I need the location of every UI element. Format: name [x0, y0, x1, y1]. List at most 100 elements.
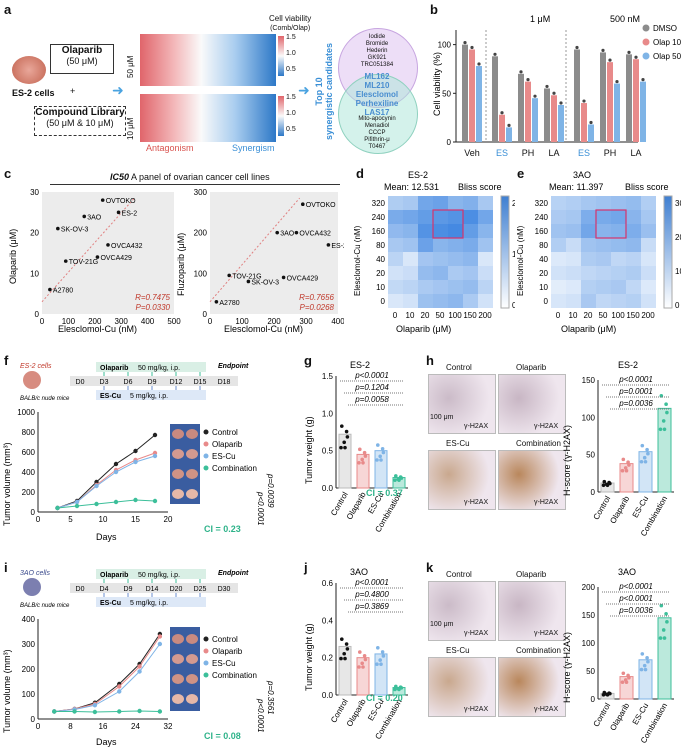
histology-image [498, 450, 566, 510]
pval-label: p<0.0001 [354, 371, 389, 380]
y-tick-label: 0 [544, 297, 549, 306]
data-point [552, 91, 556, 95]
h-ylabel: H-score (γ-H2AX) [562, 425, 572, 496]
x-tick-label: 0 [36, 515, 41, 524]
timeline-day: D9 [148, 379, 157, 386]
3ao-tumor-volume: 3AO cells BALB/c nude mice Olaparib 50 m… [2, 569, 275, 747]
f-escu: ES-Cu [100, 393, 121, 400]
x-tick-label: 100 [448, 311, 462, 320]
data-point [378, 454, 382, 459]
timeline-day: D12 [170, 379, 183, 386]
panel-label-d: d [356, 166, 364, 181]
plot-area [42, 192, 174, 314]
data-point [342, 651, 346, 656]
heat-cell [641, 238, 656, 252]
y-tick-label: 20 [376, 269, 385, 278]
heat-cell [596, 294, 611, 308]
pval-label: p<0.0001 [618, 582, 653, 591]
data-point [646, 451, 650, 456]
heat-cell [448, 210, 463, 224]
bar [626, 54, 632, 142]
x-tick-label: 150 [463, 311, 477, 320]
heat-cell [418, 280, 433, 294]
series-point [157, 709, 163, 714]
data-point [342, 440, 346, 445]
y-tick-label: 1000 [17, 408, 35, 417]
data-point [623, 466, 628, 470]
highlight-box [595, 209, 627, 239]
x-tick-label: 300 [115, 317, 129, 326]
data-point [470, 45, 474, 50]
x-tick-label: 500 [167, 317, 181, 326]
panel-label-c: c [4, 166, 12, 181]
y-tick-label: 320 [535, 199, 549, 208]
stain-label: γ-H2AX [534, 706, 559, 713]
olaparib-box: Olaparib (50 μM) [50, 44, 114, 74]
legend-label: Olaparib [212, 647, 243, 656]
c-title: IC50 A panel of ovarian cancer cell line… [110, 172, 270, 182]
legend-label: ES-Cu [212, 659, 236, 668]
legend-marker [203, 672, 209, 678]
heat-cell [581, 294, 596, 308]
data-point [463, 41, 467, 45]
library-box-title: Compound Library [35, 107, 125, 118]
pval-label: p<0.0001 [618, 375, 653, 384]
panel-label-k: k [426, 560, 434, 575]
i-ci: CI = 0.08 [204, 731, 241, 741]
i-endpoint: Endpoint [218, 570, 249, 577]
stat-p: P=0.0268 [300, 303, 335, 312]
heat-cell [641, 224, 656, 238]
y-tick-label: 0 [203, 310, 208, 319]
bar [544, 88, 550, 142]
scale-label: 10 [512, 250, 515, 259]
heat-cell [478, 280, 493, 294]
series-point [137, 664, 142, 669]
y-tick-label: 0.5 [322, 447, 334, 456]
pval-label: p=0.0058 [354, 395, 389, 404]
heat-cell [433, 294, 448, 308]
i-olap: Olaparib [100, 572, 128, 579]
heat-cell [641, 280, 656, 294]
heat-cell [388, 252, 403, 266]
tumor-image [186, 674, 198, 684]
y-tick-label: 150 [582, 611, 596, 620]
i-escu: ES-Cu [100, 600, 121, 607]
scatter-point [56, 226, 60, 231]
bar [551, 95, 557, 142]
arrow-right-icon: ➜ [298, 82, 310, 98]
data-point [526, 78, 530, 82]
x-tick-label: 16 [99, 722, 108, 731]
y-tick-label: 200 [22, 488, 36, 497]
scatter-point [100, 198, 105, 202]
y-tick-label: 1.5 [322, 372, 334, 381]
data-point [358, 447, 362, 452]
y-tick-label: 10 [539, 283, 548, 292]
pval-label: p=0.0036 [618, 606, 653, 615]
x-tick-label: 0 [393, 311, 398, 320]
x-tick-label: 50 [599, 311, 608, 320]
f-ci: CI = 0.23 [204, 524, 241, 534]
legend-marker [203, 453, 209, 459]
data-point [602, 479, 607, 484]
f-mice: BALB/c nude mice [20, 396, 70, 402]
heat-cell [611, 196, 626, 210]
series-point [152, 453, 158, 459]
olaparib-box-title: Olaparib [61, 45, 103, 56]
point-label: A2780 [53, 288, 73, 295]
data-point [605, 483, 610, 488]
bar [462, 44, 468, 142]
cells-icon [23, 371, 41, 389]
x-tick-label: 200 [267, 317, 281, 326]
histology-image [498, 581, 566, 641]
point-label: OVCA429 [287, 275, 319, 282]
scatter-point [326, 243, 331, 247]
legend-label: DMSO [653, 24, 677, 33]
b-xlabel: PH [522, 148, 535, 158]
data-point [393, 687, 397, 692]
series-point [74, 499, 80, 505]
data-point [339, 445, 343, 450]
bar [640, 81, 646, 142]
conc-1um-label: 1 μM [530, 14, 550, 24]
data-point [634, 55, 638, 59]
d-score: Bliss score [458, 182, 502, 192]
